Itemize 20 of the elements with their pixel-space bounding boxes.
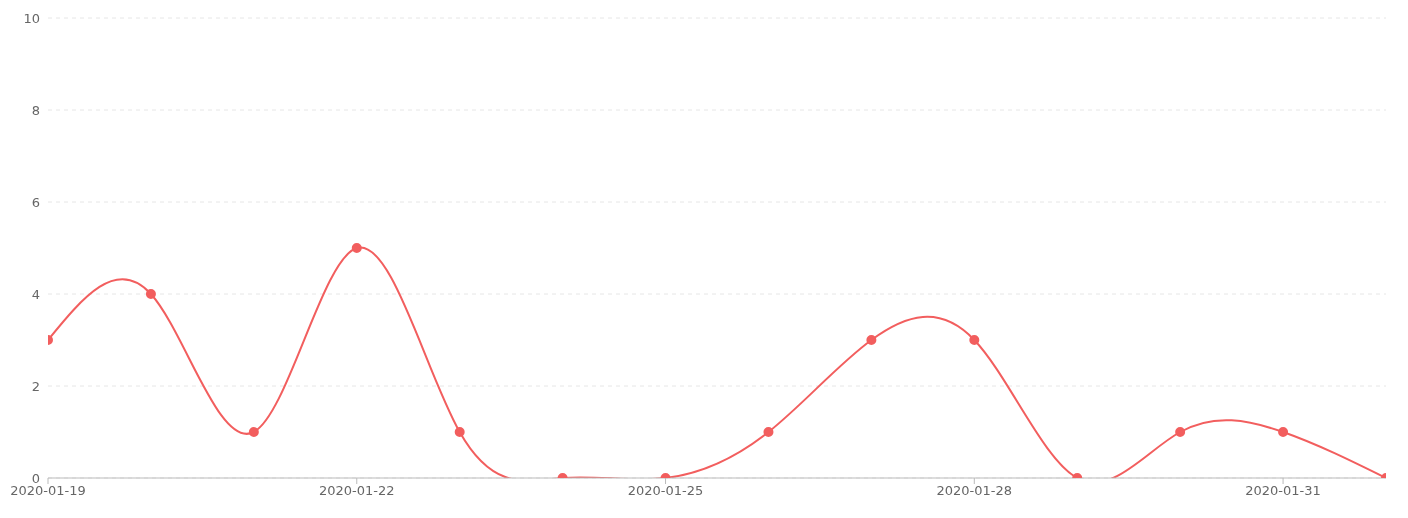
point [763, 427, 774, 437]
point [969, 335, 980, 345]
y-tick-label: 0 [31, 470, 40, 486]
point [1278, 427, 1289, 437]
x-tick-label: 2020-01-31 [1245, 483, 1321, 499]
x-tick-label: 2020-01-28 [936, 483, 1013, 499]
x-tick-label: 2020-01-19 [10, 483, 86, 499]
point [866, 335, 877, 345]
point [454, 427, 465, 437]
y-tick-label: 4 [31, 286, 40, 302]
point [1175, 427, 1186, 437]
x-tick-label: 2020-01-22 [318, 483, 395, 499]
y-tick-label: 10 [23, 10, 40, 26]
x-tick-label: 2020-01-25 [627, 483, 704, 499]
point [248, 427, 259, 437]
y-tick-label: 8 [31, 102, 40, 118]
point [351, 243, 362, 253]
y-tick-label: 6 [31, 194, 40, 210]
point [145, 289, 156, 299]
y-tick-label: 2 [31, 378, 40, 394]
